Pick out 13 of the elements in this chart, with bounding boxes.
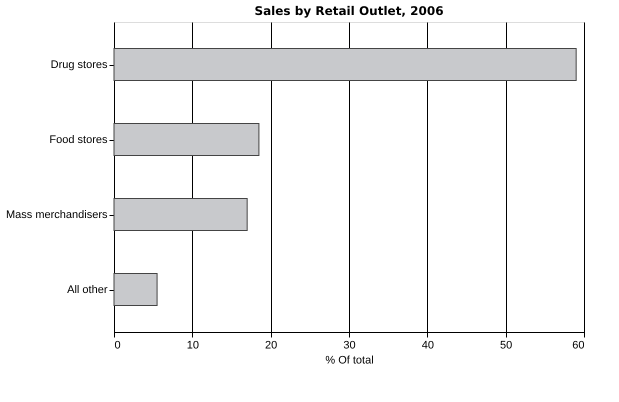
x-tick-label: 60 — [572, 340, 584, 352]
y-tick-label: Drug stores — [50, 59, 108, 71]
x-tick-label: 30 — [343, 340, 356, 352]
y-tick-label: Food stores — [49, 134, 108, 146]
x-tick-label: 40 — [422, 340, 434, 352]
x-axis-title: % Of total — [325, 354, 374, 366]
x-tick-label: 0 — [114, 340, 121, 352]
x-tick-label: 20 — [265, 340, 278, 352]
y-tick-label: All other — [67, 284, 108, 296]
x-tick-label: 10 — [186, 340, 199, 352]
x-tick-label: 50 — [500, 340, 512, 352]
chart-title: Sales by Retail Outlet, 2006 — [254, 4, 444, 18]
y-tick-label: Mass merchandisers — [6, 209, 108, 221]
